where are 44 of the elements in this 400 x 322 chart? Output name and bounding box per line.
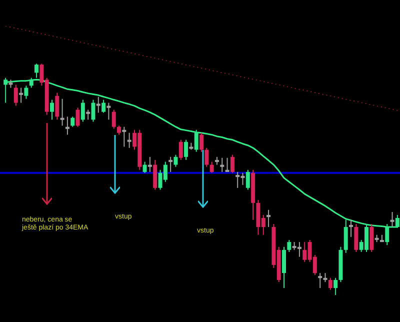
candlestick [106, 102, 111, 120]
candlestick [370, 223, 374, 252]
candlestick [91, 99, 96, 122]
candlestick [282, 246, 286, 289]
candlestick [204, 147, 209, 168]
candlestick [323, 272, 328, 283]
candlestick [354, 223, 358, 252]
candlestick [328, 277, 332, 290]
candlestick [24, 85, 28, 100]
candlestick [148, 156, 152, 172]
candlestick [96, 96, 100, 114]
candlestick [127, 132, 132, 148]
candlestick [86, 109, 90, 120]
candlestick [112, 109, 116, 130]
candlestick [80, 99, 85, 122]
candlestick [76, 107, 80, 128]
candlestick [230, 154, 234, 174]
candlestick [390, 211, 394, 228]
candlestick [19, 87, 24, 104]
candlestick [65, 116, 70, 136]
candlestick [142, 161, 147, 174]
candlestick [174, 154, 178, 168]
candlestick [102, 99, 106, 114]
candlestick [122, 126, 126, 148]
candlestick [246, 169, 250, 190]
candlestick [55, 92, 60, 120]
candlestick [178, 139, 183, 160]
candlestick [50, 99, 54, 120]
candlestick [225, 157, 230, 172]
candlestick [70, 116, 75, 128]
candlestick [210, 161, 214, 174]
candlestick [220, 157, 224, 172]
candlestick [14, 84, 18, 106]
candlestick [117, 125, 122, 136]
candlestick [194, 129, 198, 152]
candlestick [168, 156, 173, 172]
candlestick [153, 159, 158, 190]
candlestick [287, 239, 292, 252]
candlestick [184, 139, 188, 160]
candlestick [60, 98, 64, 126]
candlestick [334, 277, 338, 296]
candlestick [349, 219, 354, 238]
candlestick [266, 209, 271, 228]
candlestick [318, 272, 322, 289]
